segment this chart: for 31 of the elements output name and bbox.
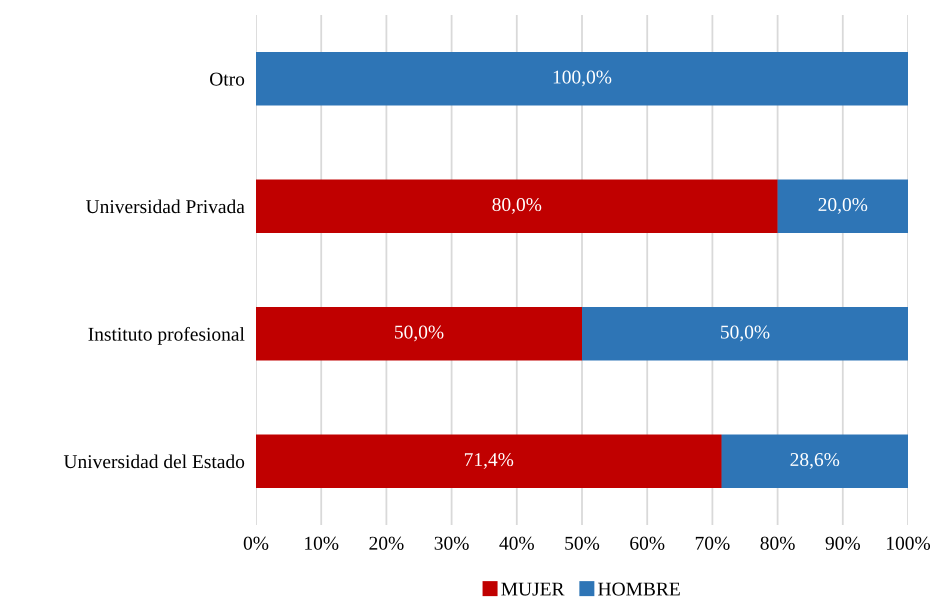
data-label: 50,0% — [721, 325, 770, 342]
x-tick-label: 50% — [565, 536, 600, 550]
bar — [582, 306, 908, 361]
x-tick-label: 10% — [305, 536, 338, 550]
y-tick-label: Instituto profesional — [88, 326, 244, 345]
data-label: 28,6% — [790, 452, 840, 469]
x-tick-label: 40% — [499, 536, 534, 550]
x-tick-label: 0% — [244, 536, 268, 550]
y-tick-label: Universidad Privada — [86, 200, 245, 214]
legend-label: MUJER — [501, 582, 564, 596]
bar — [256, 434, 722, 488]
x-tick-label: 60% — [630, 536, 664, 550]
data-label: 50,0% — [395, 325, 444, 342]
x-tick-label: 20% — [369, 536, 404, 550]
data-label: 80,0% — [492, 198, 542, 214]
x-tick-label: 100% — [887, 536, 930, 550]
legend-label: HOMBRE — [598, 582, 680, 596]
x-tick-label: 70% — [696, 536, 730, 550]
bar — [256, 306, 582, 361]
data-label: 20,0% — [818, 198, 868, 214]
y-tick-label: Universidad del Estado — [64, 454, 244, 468]
bar — [778, 179, 908, 234]
bar — [256, 179, 778, 234]
x-tick-label: 80% — [760, 536, 795, 550]
bar — [722, 434, 908, 488]
data-label: 100,0% — [554, 70, 612, 86]
bar — [256, 52, 908, 106]
x-tick-label: 30% — [434, 536, 469, 550]
x-tick-label: 90% — [826, 536, 860, 550]
y-tick-label: Otro — [210, 72, 244, 86]
data-label: 71,4% — [464, 452, 514, 469]
